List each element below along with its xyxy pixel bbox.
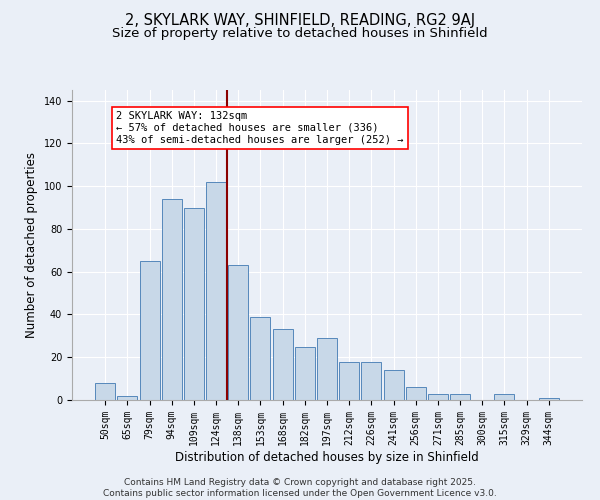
Bar (361, 362, 382, 400)
Text: 2 SKYLARK WAY: 132sqm
← 57% of detached houses are smaller (336)
43% of semi-det: 2 SKYLARK WAY: 132sqm ← 57% of detached … (116, 112, 404, 144)
Text: Size of property relative to detached houses in Shinfield: Size of property relative to detached ho… (112, 28, 488, 40)
Bar (272, 330, 293, 400)
Bar (317, 338, 337, 400)
Bar (118, 396, 137, 400)
Bar (539, 398, 559, 400)
Bar (95, 383, 115, 400)
Bar (162, 199, 182, 400)
Y-axis label: Number of detached properties: Number of detached properties (25, 152, 38, 338)
Bar (228, 266, 248, 400)
X-axis label: Distribution of detached houses by size in Shinfield: Distribution of detached houses by size … (175, 450, 479, 464)
Bar (406, 387, 426, 400)
Bar (450, 394, 470, 400)
Text: Contains HM Land Registry data © Crown copyright and database right 2025.
Contai: Contains HM Land Registry data © Crown c… (103, 478, 497, 498)
Bar (428, 394, 448, 400)
Bar (339, 362, 359, 400)
Bar (250, 316, 271, 400)
Bar (383, 370, 404, 400)
Bar (184, 208, 204, 400)
Text: 2, SKYLARK WAY, SHINFIELD, READING, RG2 9AJ: 2, SKYLARK WAY, SHINFIELD, READING, RG2 … (125, 12, 475, 28)
Bar (140, 261, 160, 400)
Bar (295, 346, 315, 400)
Bar (494, 394, 514, 400)
Bar (206, 182, 226, 400)
